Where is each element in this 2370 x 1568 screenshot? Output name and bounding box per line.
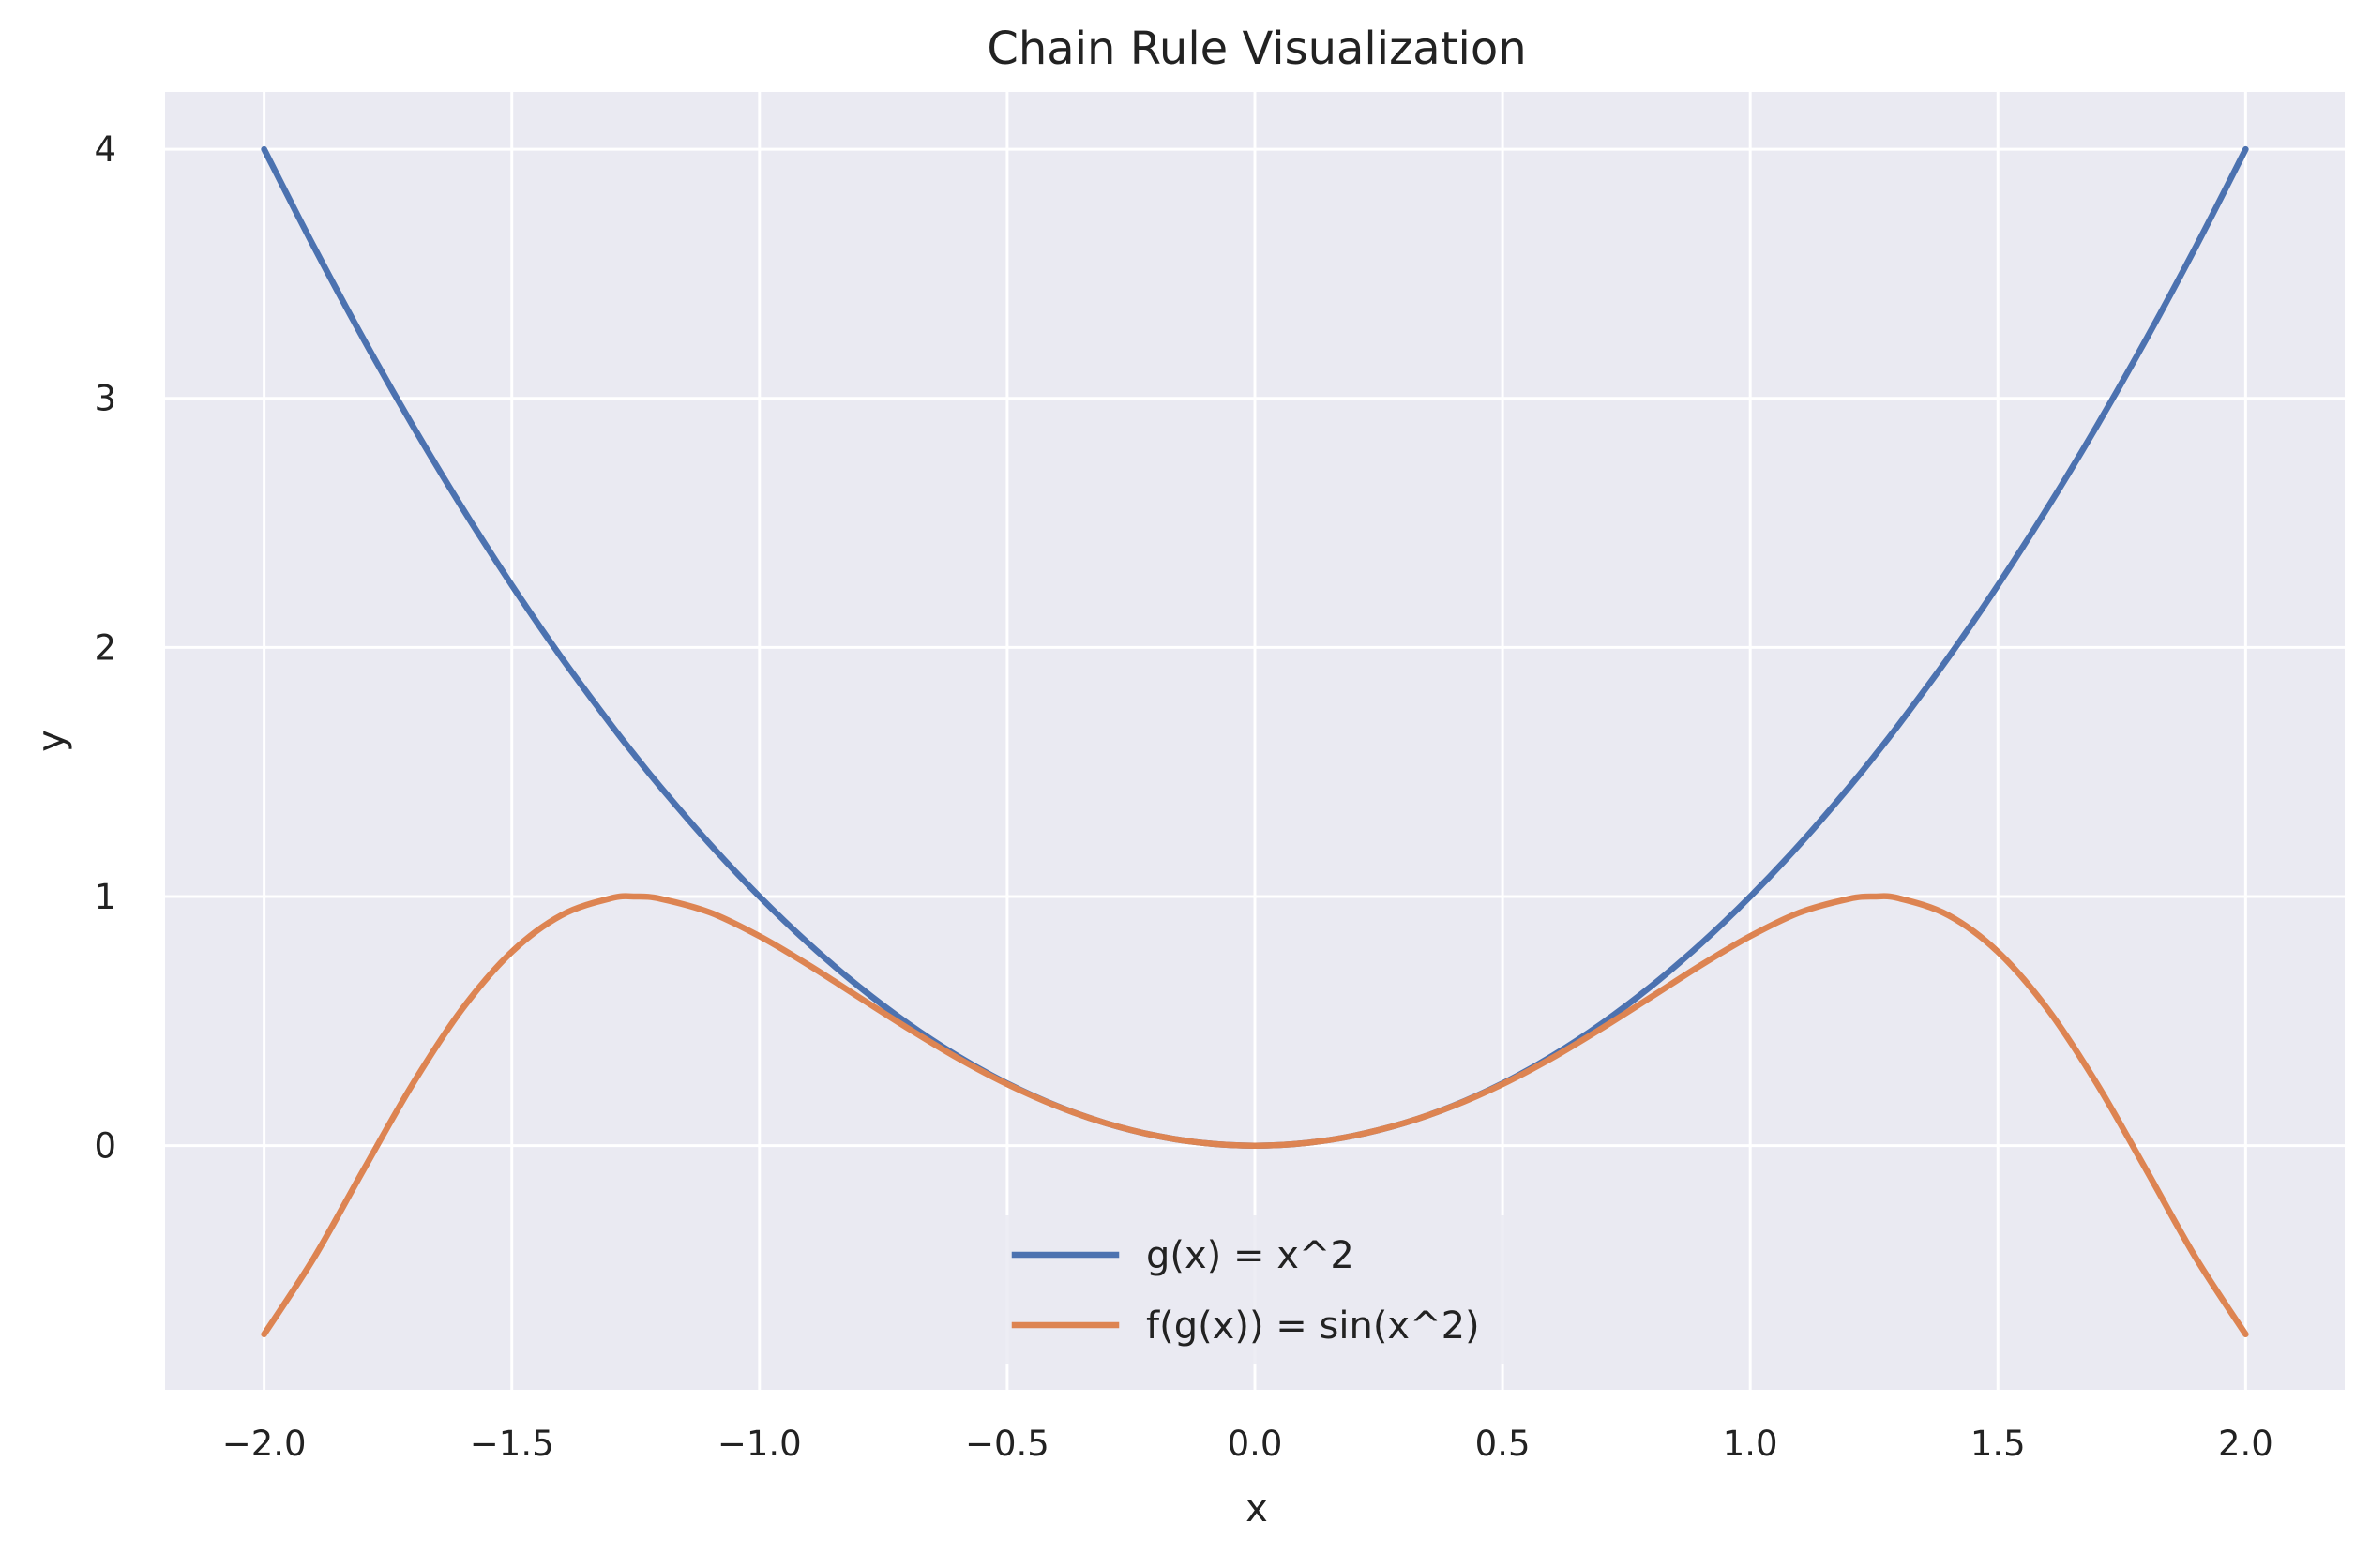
grid-lines [165, 92, 2345, 1390]
y-tick-label: 3 [94, 379, 116, 419]
legend-label-g: g(x) = x^2 [1146, 1234, 1354, 1277]
x-tick-label: −1.0 [717, 1424, 802, 1464]
x-tick-label: −1.5 [470, 1424, 554, 1464]
x-tick-label: 2.0 [2218, 1424, 2273, 1464]
x-tick-label: 0.0 [1228, 1424, 1283, 1464]
legend: g(x) = x^2 f(g(x)) = sin(x^2) [992, 1215, 1521, 1364]
y-tick-label: 1 [94, 877, 116, 917]
x-tick-label: −2.0 [222, 1424, 307, 1464]
series-line-1 [261, 893, 2249, 1338]
y-tick-label: 2 [94, 627, 116, 668]
legend-label-fg: f(g(x)) = sin(x^2) [1146, 1304, 1480, 1348]
x-tick-label: 1.5 [1970, 1424, 2026, 1464]
y-axis-label: y [30, 730, 73, 752]
y-tick-label: 0 [94, 1126, 116, 1167]
legend-box [992, 1215, 1521, 1364]
x-tick-label: −0.5 [965, 1424, 1049, 1464]
x-axis-label: x [1245, 1487, 1268, 1530]
series-layer [261, 145, 2249, 1338]
y-tick-label: 4 [94, 129, 116, 170]
x-tick-label: 1.0 [1723, 1424, 1778, 1464]
x-axis-ticks: −2.0 −1.5 −1.0 −0.5 0.0 0.5 1.0 1.5 2.0 [222, 1424, 2273, 1464]
chart-title: Chain Rule Visualization [987, 23, 1526, 75]
x-tick-label: 0.5 [1475, 1424, 1531, 1464]
y-axis-ticks: 0 1 2 3 4 [94, 129, 116, 1167]
